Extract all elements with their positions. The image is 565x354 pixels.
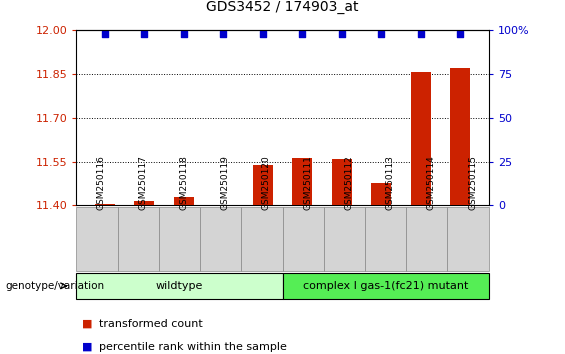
Bar — [371, 183, 391, 205]
Point — [416, 31, 425, 36]
Text: genotype/variation: genotype/variation — [6, 281, 105, 291]
Bar — [134, 201, 154, 205]
Text: GSM250117: GSM250117 — [138, 155, 147, 210]
Text: transformed count: transformed count — [99, 319, 203, 329]
Point — [377, 31, 386, 36]
Text: GSM250119: GSM250119 — [220, 155, 229, 210]
Text: GDS3452 / 174903_at: GDS3452 / 174903_at — [206, 0, 359, 14]
Bar — [282, 207, 324, 271]
Bar — [292, 158, 312, 205]
Bar — [411, 73, 431, 205]
Bar — [253, 165, 273, 205]
Text: GSM250118: GSM250118 — [180, 155, 188, 210]
Bar — [406, 207, 447, 271]
Point — [219, 31, 228, 36]
Point — [101, 31, 110, 36]
Text: GSM250111: GSM250111 — [303, 155, 312, 210]
Text: GSM250114: GSM250114 — [427, 155, 436, 210]
Bar — [282, 273, 489, 299]
Bar — [324, 207, 365, 271]
Point — [179, 31, 188, 36]
Bar — [76, 273, 282, 299]
Text: GSM250113: GSM250113 — [386, 155, 394, 210]
Bar — [450, 68, 470, 205]
Point — [337, 31, 346, 36]
Text: ■: ■ — [82, 342, 93, 352]
Bar — [174, 196, 194, 205]
Text: GSM250120: GSM250120 — [262, 155, 271, 210]
Bar — [241, 207, 282, 271]
Text: complex I gas-1(fc21) mutant: complex I gas-1(fc21) mutant — [303, 281, 468, 291]
Text: ■: ■ — [82, 319, 93, 329]
Bar — [159, 207, 200, 271]
Bar — [200, 207, 241, 271]
Point — [140, 31, 149, 36]
Text: wildtype: wildtype — [156, 281, 203, 291]
Bar — [118, 207, 159, 271]
Point — [298, 31, 307, 36]
Bar — [447, 207, 489, 271]
Text: GSM250116: GSM250116 — [97, 155, 106, 210]
Text: GSM250115: GSM250115 — [468, 155, 477, 210]
Point — [258, 31, 267, 36]
Text: percentile rank within the sample: percentile rank within the sample — [99, 342, 287, 352]
Bar — [332, 159, 351, 205]
Text: GSM250112: GSM250112 — [345, 155, 353, 210]
Point — [455, 31, 464, 36]
Bar — [365, 207, 406, 271]
Bar — [76, 207, 118, 271]
